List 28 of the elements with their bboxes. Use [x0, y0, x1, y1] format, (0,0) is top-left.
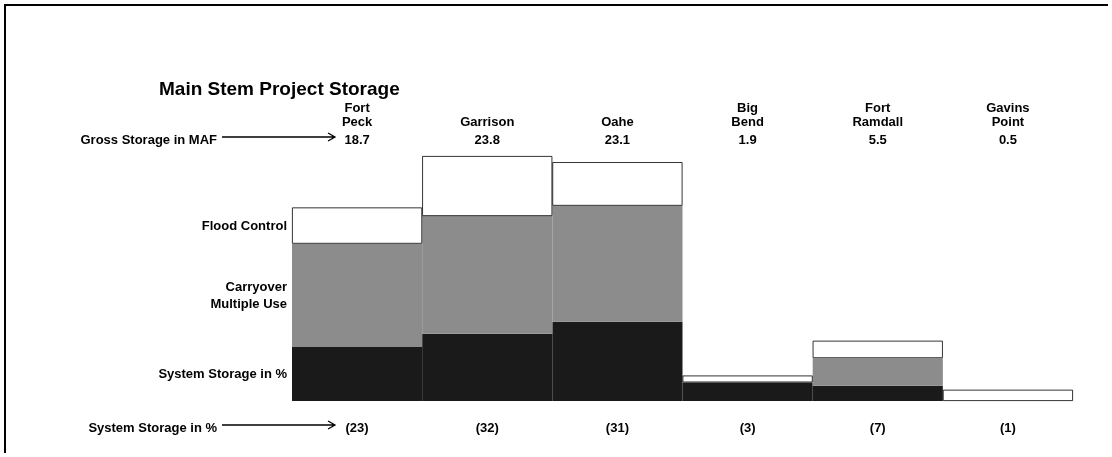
- text: (23): [345, 419, 369, 435]
- text: (1): [999, 419, 1016, 435]
- text: Gross Storage in MAF: [80, 131, 218, 147]
- series-label: Flood Control: [201, 218, 287, 234]
- text: 23.8: [474, 131, 500, 147]
- x-tick-label: Fort Peck: [341, 99, 374, 129]
- chart-title: Main Stem Project Storage: [159, 78, 400, 99]
- bar: [682, 375, 813, 383]
- bar: [942, 389, 1073, 401]
- x-tick-label: Garrison: [460, 113, 515, 129]
- text: (32): [475, 419, 499, 435]
- text: 23.1: [604, 131, 631, 147]
- x-tick-label: Big Bend: [731, 99, 764, 129]
- text: 1.9: [738, 131, 757, 147]
- x-tick-label: Fort Ramdall: [852, 99, 904, 129]
- text: System Storage in %: [88, 419, 218, 435]
- bar: [812, 358, 943, 386]
- x-tick-label: Oahe: [601, 113, 634, 129]
- text: (31): [605, 419, 629, 435]
- bar: [812, 340, 943, 359]
- series-label: Carryover Multiple Use: [210, 279, 287, 312]
- text: 0.5: [998, 131, 1017, 147]
- series-label: System Storage in %: [158, 366, 288, 382]
- text: 18.7: [344, 131, 370, 147]
- x-tick-label: Gavins Point: [986, 99, 1030, 129]
- text: (7): [869, 419, 886, 435]
- text: (3): [739, 419, 756, 435]
- text: 5.5: [868, 131, 887, 147]
